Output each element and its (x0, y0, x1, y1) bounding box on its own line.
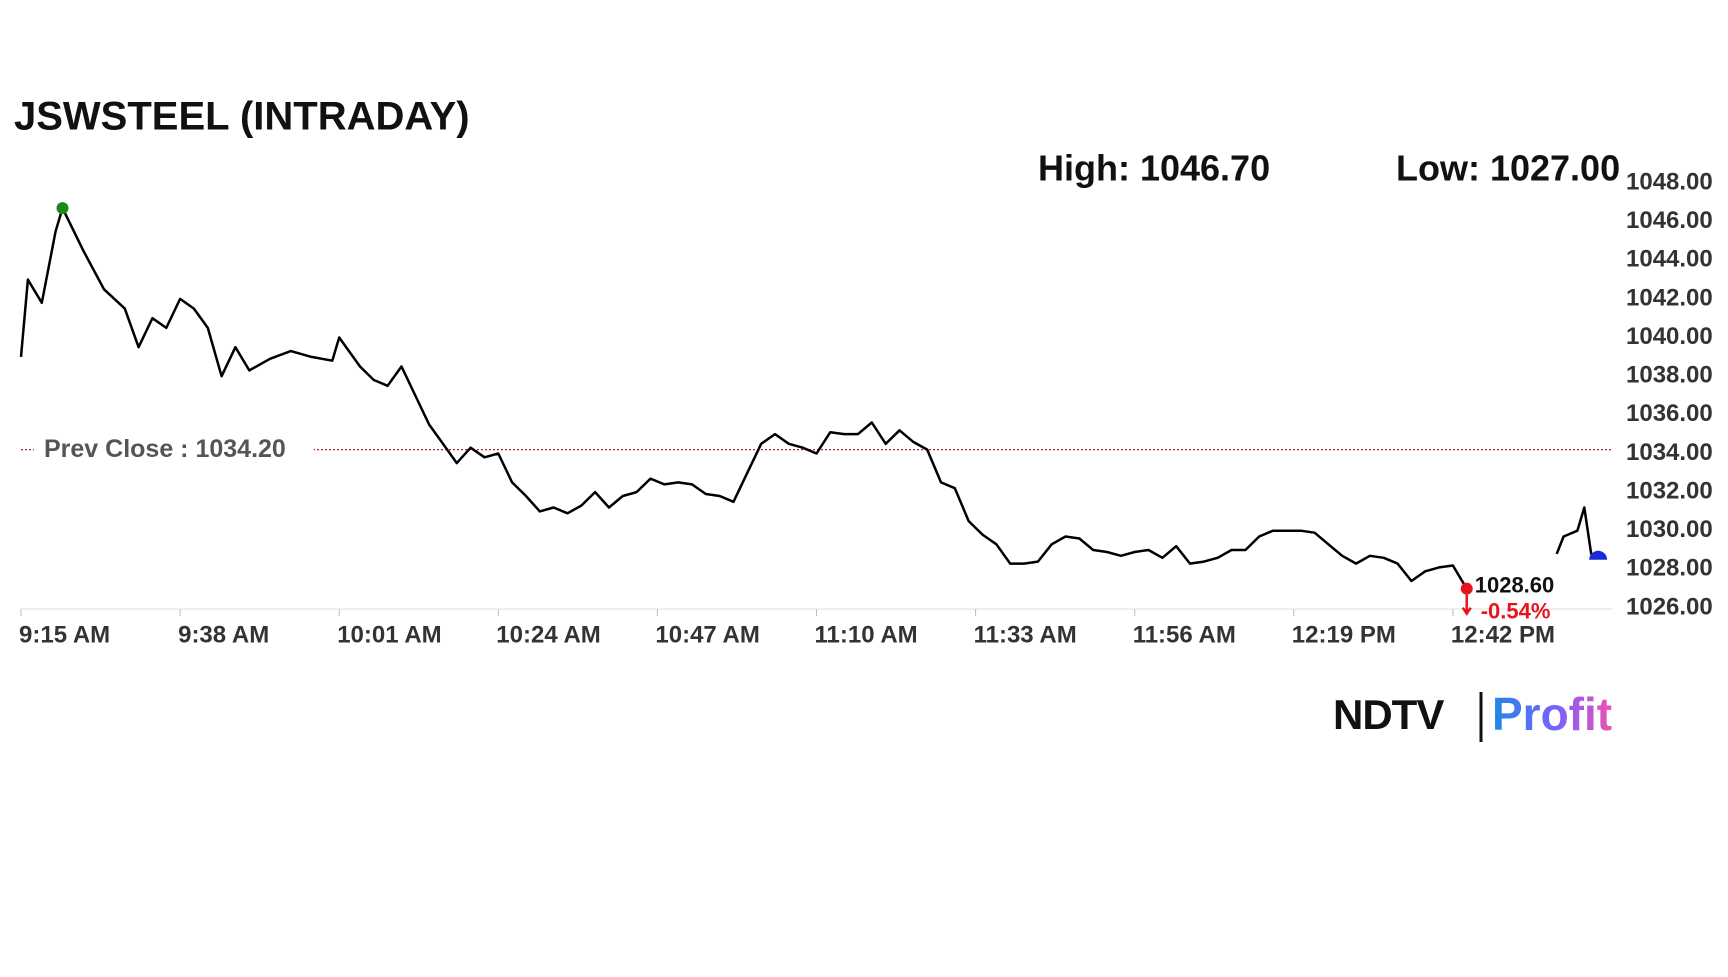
change-arrow (1461, 594, 1472, 616)
y-tick-label: 1040.00 (1626, 323, 1713, 350)
y-tick-label: 1046.00 (1626, 207, 1713, 234)
y-tick-label: 1042.00 (1626, 284, 1713, 311)
y-tick-label: 1030.00 (1626, 516, 1713, 543)
x-tick-label: 9:15 AM (19, 621, 110, 648)
y-tick-label: 1032.00 (1626, 477, 1713, 504)
last-marker (1589, 550, 1608, 560)
x-tick-label: 10:24 AM (496, 621, 600, 648)
x-tick-label: 11:56 AM (1133, 621, 1236, 648)
x-tick-label: 11:33 AM (974, 621, 1077, 648)
x-tick-label: 12:19 PM (1292, 621, 1396, 648)
x-tick-label: 11:10 AM (815, 621, 918, 648)
low-label: Low: 1027.00 (1396, 148, 1620, 189)
x-tick-label: 10:01 AM (337, 621, 441, 648)
y-tick-label: 1034.00 (1626, 439, 1713, 466)
y-tick-label: 1044.00 (1626, 246, 1713, 273)
x-tick-label: 9:38 AM (178, 621, 269, 648)
y-tick-label: 1038.00 (1626, 362, 1713, 389)
high-label: High: 1046.70 (1038, 148, 1270, 189)
change-label: -0.54% (1481, 598, 1551, 623)
brand-left: NDTV (1333, 691, 1444, 738)
prev-close-bg (34, 433, 314, 466)
high-marker (56, 202, 69, 215)
y-tick-label: 1036.00 (1626, 400, 1713, 427)
price-line (19, 206, 1599, 590)
y-tick-label: 1028.00 (1626, 555, 1713, 582)
x-tick-label: 10:47 AM (655, 621, 759, 648)
prev-close-label: Prev Close : 1034.20 (44, 435, 286, 463)
chart-title: JSWSTEEL (INTRADAY) (14, 95, 470, 139)
x-tick-label: 12:42 PM (1451, 621, 1555, 648)
y-tick-label: 1048.00 (1626, 168, 1713, 195)
y-tick-label: 1026.00 (1626, 593, 1713, 620)
brand-right: Profit (1492, 688, 1612, 740)
low-marker (1460, 582, 1473, 595)
last-price-label: 1028.60 (1475, 572, 1555, 597)
